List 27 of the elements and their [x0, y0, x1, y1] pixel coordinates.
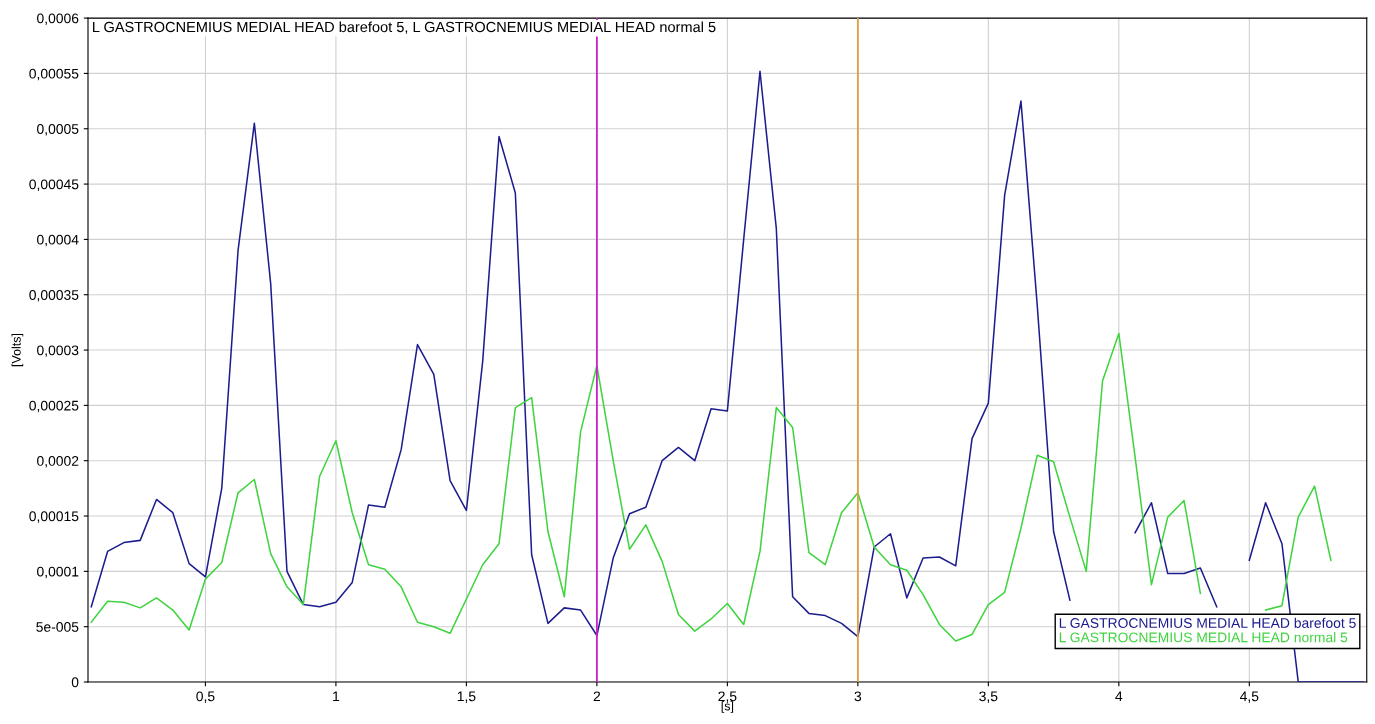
- y-tick-label: 0,00055: [29, 68, 79, 81]
- y-tick-label: 0,0006: [37, 13, 79, 25]
- y-tick-label: 0,00015: [29, 511, 79, 523]
- y-tick-label: 5e-005: [36, 622, 79, 632]
- x-tick-label: 2: [593, 691, 601, 702]
- y-tick-label: 0: [71, 677, 79, 688]
- text: L GASTROCNEMIUS MEDIAL HEAD normal 5: [1059, 632, 1348, 643]
- x-tick-label: 4,5: [1239, 691, 1259, 703]
- x-tick-label: 4: [1115, 691, 1123, 702]
- x-tick-label: 1,5: [457, 691, 476, 703]
- y-tick-label: 0,0005: [37, 124, 79, 136]
- x-tick-label: 3: [854, 691, 862, 702]
- series-label: L GASTROCNEMIUS MEDIAL HEAD barefoot 5: [1059, 617, 1356, 628]
- x-tick-label: 0,5: [196, 691, 215, 703]
- y-tick-label: 0,0002: [37, 456, 79, 468]
- x-tick-label: 2,5: [718, 691, 737, 703]
- y-axis-title: [Volts]: [11, 333, 24, 367]
- y-tick-label: 0,0004: [37, 234, 79, 247]
- y-tick-label: 0,00045: [29, 179, 79, 191]
- y-tick-label: 0,00025: [29, 400, 79, 413]
- y-tick-label: 0,0003: [37, 345, 79, 357]
- x-axis-title: [s]: [721, 701, 734, 713]
- x-tick-label: 1: [333, 691, 340, 702]
- chart-title: L GASTROCNEMIUS MEDIAL HEAD barefoot 5, L GASTROCNEMIUS MEDIAL HEAD normal 5: [93, 21, 716, 34]
- x-tick-label: 3,5: [979, 691, 998, 703]
- y-tick-label: 0,00035: [29, 290, 79, 302]
- y-tick-label: 0,0001: [37, 566, 79, 579]
